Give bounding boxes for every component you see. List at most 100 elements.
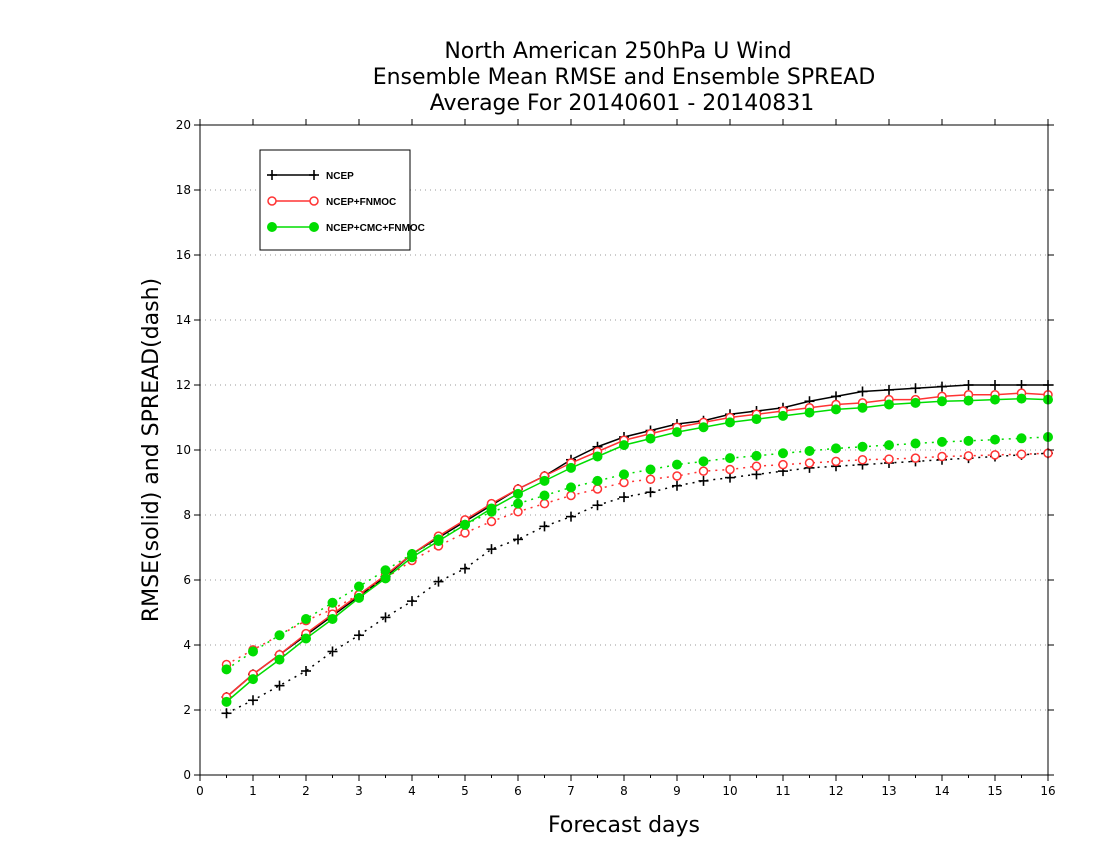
rmse-point-ncep — [990, 380, 1000, 390]
legend-marker-end-ncep — [309, 170, 319, 180]
rmse-point-ncep-cmc-fnmoc — [804, 407, 815, 418]
spread-line-ncep — [226, 452, 1049, 714]
spread-point-ncep-fnmoc — [513, 507, 523, 517]
rmse-point-ncep-cmc-fnmoc — [937, 396, 947, 407]
rmse-point-ncep-cmc-fnmoc — [274, 654, 285, 665]
legend-marker-start-ncep — [267, 170, 277, 180]
rmse-point-ncep — [884, 384, 894, 395]
spread-point-ncep — [539, 521, 550, 532]
spread-point-ncep-fnmoc — [566, 490, 576, 501]
x-tick-label: 0 — [196, 784, 204, 798]
spread-point-ncep-cmc-fnmoc — [354, 581, 364, 592]
spread-point-ncep-cmc-fnmoc — [1016, 433, 1027, 444]
rmse-point-ncep-cmc-fnmoc — [221, 696, 232, 707]
rmse-point-ncep-cmc-fnmoc — [884, 399, 894, 410]
rmse-point-ncep — [937, 381, 947, 392]
spread-point-ncep-cmc-fnmoc — [619, 469, 629, 480]
series-layer — [221, 380, 1053, 719]
spread-point-ncep — [380, 612, 391, 623]
rmse-point-ncep-cmc-fnmoc — [433, 536, 444, 546]
spread-point-ncep-cmc-fnmoc — [327, 597, 338, 608]
rmse-point-ncep-cmc-fnmoc — [963, 395, 974, 406]
x-tick-label: 2 — [302, 784, 310, 798]
spread-point-ncep-cmc-fnmoc — [990, 434, 1000, 445]
spread-point-ncep-cmc-fnmoc — [937, 436, 947, 447]
spread-point-ncep-fnmoc — [910, 453, 921, 463]
legend-marker-start-ncep-fnmoc — [267, 196, 277, 206]
rmse-point-ncep-cmc-fnmoc — [380, 573, 391, 584]
spread-point-ncep-fnmoc — [1016, 449, 1027, 459]
rmse-point-ncep-cmc-fnmoc — [1016, 393, 1027, 404]
spread-point-ncep-fnmoc — [804, 458, 815, 468]
x-tick-label: 7 — [567, 784, 575, 798]
spread-point-ncep-fnmoc — [672, 471, 682, 481]
spread-line-ncep-cmc-fnmoc — [226, 436, 1049, 670]
x-tick-label: 12 — [828, 784, 843, 798]
spread-point-ncep-fnmoc — [831, 456, 841, 467]
y-tick-label: 8 — [183, 508, 191, 522]
rmse-point-ncep-cmc-fnmoc — [354, 592, 364, 603]
spread-point-ncep — [301, 666, 311, 676]
spread-point-ncep — [672, 480, 682, 491]
spread-point-ncep-fnmoc — [592, 484, 603, 494]
rmse-point-ncep-cmc-fnmoc — [990, 394, 1000, 405]
y-tick-label: 2 — [183, 703, 191, 717]
spread-point-ncep-cmc-fnmoc — [592, 475, 603, 486]
x-tick-label: 3 — [355, 784, 363, 798]
spread-point-ncep-fnmoc — [990, 450, 1000, 460]
x-tick-label: 13 — [881, 784, 896, 798]
rmse-point-ncep — [1016, 380, 1027, 390]
y-tick-label: 0 — [183, 768, 191, 782]
y-tick-label: 18 — [176, 183, 191, 197]
x-tick-label: 9 — [673, 784, 681, 798]
rmse-line-ncep-cmc-fnmoc — [226, 397, 1049, 703]
spread-point-ncep-cmc-fnmoc — [301, 614, 311, 624]
y-tick-label: 4 — [183, 638, 191, 652]
legend-label-ncep: NCEP — [326, 171, 354, 182]
spread-point-ncep — [274, 680, 285, 691]
rmse-line-ncep — [226, 384, 1048, 698]
spread-point-ncep-fnmoc — [884, 454, 894, 464]
rmse-point-ncep-cmc-fnmoc — [831, 404, 841, 415]
x-tick-label: 16 — [1040, 784, 1055, 798]
series-ncep-cmc-fnmoc — [221, 393, 1053, 707]
spread-point-ncep — [566, 511, 576, 522]
spread-point-ncep — [248, 695, 258, 706]
spread-point-ncep-fnmoc — [460, 528, 470, 538]
rmse-point-ncep-cmc-fnmoc — [327, 614, 338, 624]
rmse-point-ncep-cmc-fnmoc — [486, 503, 497, 514]
rmse-point-ncep-cmc-fnmoc — [592, 451, 603, 462]
spread-point-ncep — [407, 596, 417, 607]
legend-label-ncep-fnmoc: NCEP+FNMOC — [326, 197, 396, 208]
y-tick-label: 14 — [176, 313, 191, 327]
rmse-point-ncep-cmc-fnmoc — [248, 674, 258, 685]
spread-point-ncep-fnmoc — [751, 461, 762, 471]
legend-entry-ncep-fnmoc: NCEP+FNMOC — [267, 196, 396, 208]
rmse-point-ncep-cmc-fnmoc — [857, 402, 868, 413]
legend: NCEP NCEP+FNMOC NCEP+CMC+FNMOC — [259, 149, 425, 251]
x-tick-label: 8 — [620, 784, 628, 798]
spread-point-ncep-cmc-fnmoc — [884, 440, 894, 451]
spread-point-ncep-fnmoc — [619, 477, 629, 488]
y-axis-label: RMSE(solid) and SPREAD(dash) — [139, 278, 164, 622]
spread-line-ncep-fnmoc — [226, 452, 1049, 666]
x-axis-label: Forecast days — [548, 813, 700, 838]
y-tick-label: 6 — [183, 573, 191, 587]
spread-point-ncep — [460, 563, 470, 574]
y-tick-label: 20 — [176, 118, 191, 132]
x-tick-label: 1 — [249, 784, 257, 798]
spread-point-ncep-cmc-fnmoc — [698, 456, 709, 467]
y-tick-label: 12 — [176, 378, 191, 392]
rmse-point-ncep-cmc-fnmoc — [778, 410, 788, 421]
legend-marker-end-ncep-fnmoc — [309, 196, 319, 206]
spread-point-ncep-cmc-fnmoc — [645, 464, 656, 475]
spread-point-ncep-cmc-fnmoc — [221, 664, 232, 675]
spread-point-ncep-cmc-fnmoc — [910, 438, 921, 449]
series-ncep-fnmoc — [221, 388, 1053, 702]
rmse-point-ncep — [963, 380, 974, 390]
rmse-point-ncep-cmc-fnmoc — [460, 519, 470, 530]
spread-point-ncep — [645, 487, 656, 498]
x-tick-label: 4 — [408, 784, 416, 798]
rmse-line-ncep-fnmoc — [226, 392, 1049, 698]
